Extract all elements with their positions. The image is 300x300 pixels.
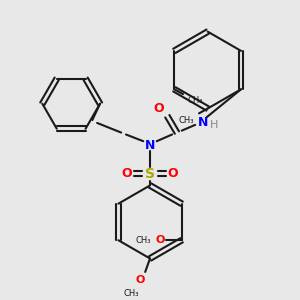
Text: CH₃: CH₃	[188, 96, 203, 105]
Text: O: O	[156, 235, 165, 245]
Text: CH₃: CH₃	[135, 236, 151, 245]
Text: O: O	[168, 167, 178, 180]
Text: CH₃: CH₃	[123, 289, 139, 298]
Text: H: H	[210, 120, 219, 130]
Text: N: N	[198, 116, 208, 129]
Text: S: S	[145, 167, 155, 181]
Text: O: O	[153, 102, 164, 115]
Text: CH₃: CH₃	[179, 116, 194, 124]
Text: O: O	[122, 167, 132, 180]
Text: N: N	[145, 139, 155, 152]
Text: O: O	[136, 274, 145, 285]
